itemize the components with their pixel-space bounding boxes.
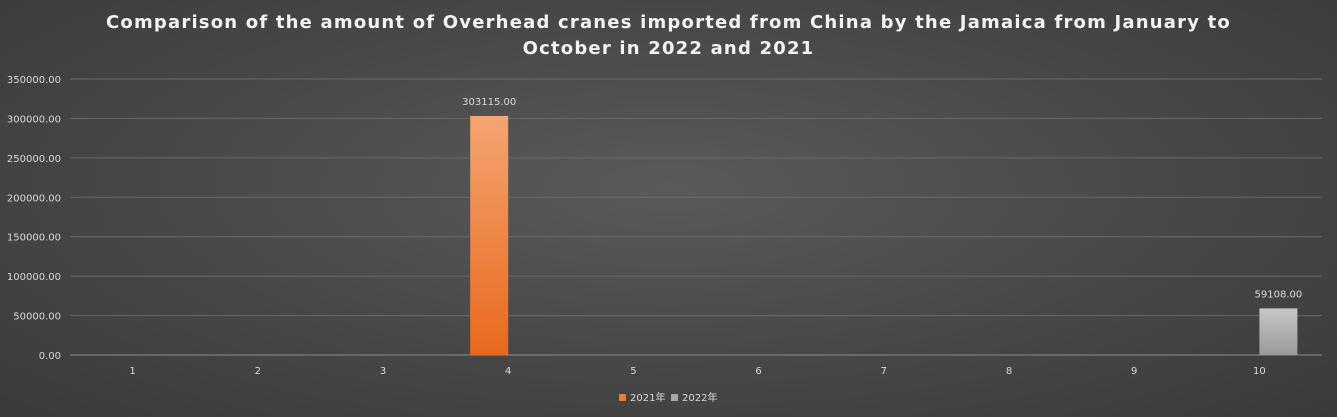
bar-2021年-4 bbox=[470, 115, 509, 355]
x-tick-label: 9 bbox=[1131, 366, 1137, 377]
y-tick-label: 300000.00 bbox=[7, 114, 61, 125]
chart-title-line-2: October in 2022 and 2021 bbox=[522, 38, 815, 59]
y-tick-label: 0.00 bbox=[39, 351, 61, 362]
legend-label: 2022年 bbox=[682, 391, 717, 404]
legend-label: 2021年 bbox=[630, 391, 665, 404]
x-tick-label: 10 bbox=[1253, 366, 1266, 377]
x-tick-label: 6 bbox=[755, 366, 761, 377]
x-tick-label: 7 bbox=[881, 366, 887, 377]
chart-title-line-1: Comparison of the amount of Overhead cra… bbox=[106, 12, 1231, 33]
x-tick-label: 8 bbox=[1006, 366, 1012, 377]
y-tick-label: 250000.00 bbox=[7, 154, 61, 165]
y-tick-label: 50000.00 bbox=[13, 312, 61, 323]
y-tick-label: 200000.00 bbox=[7, 193, 61, 204]
x-tick-label: 3 bbox=[380, 366, 386, 377]
bar-2022年-10 bbox=[1259, 308, 1298, 355]
x-tick-label: 5 bbox=[630, 366, 636, 377]
data-label: 303115.00 bbox=[462, 97, 516, 108]
legend-swatch-2022年 bbox=[671, 394, 678, 401]
data-label: 59108.00 bbox=[1255, 289, 1303, 300]
legend-swatch-2021年 bbox=[619, 394, 626, 401]
x-tick-label: 1 bbox=[129, 366, 135, 377]
x-tick-label: 4 bbox=[505, 366, 511, 377]
x-tick-label: 2 bbox=[255, 366, 261, 377]
y-tick-label: 100000.00 bbox=[7, 272, 61, 283]
y-tick-label: 350000.00 bbox=[7, 75, 61, 86]
y-tick-label: 150000.00 bbox=[7, 233, 61, 244]
